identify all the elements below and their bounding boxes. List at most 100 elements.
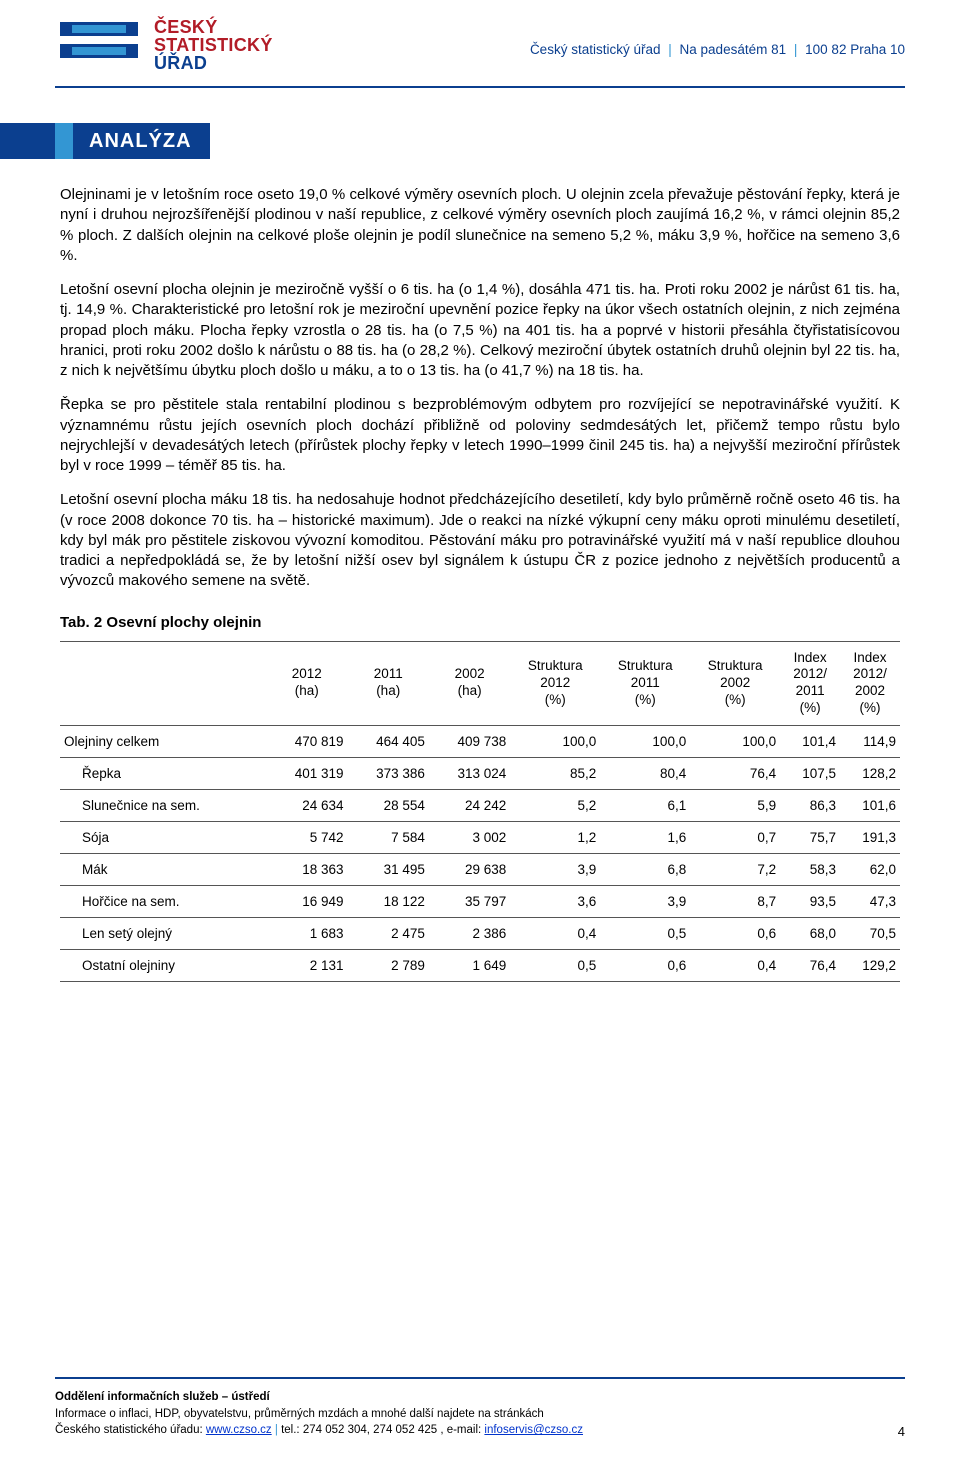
- cell-value: 47,3: [840, 886, 900, 918]
- cell-value: 464 405: [348, 726, 429, 758]
- cell-value: 1,2: [510, 822, 600, 854]
- col-header: 2012(ha): [266, 641, 347, 726]
- cell-value: 80,4: [600, 758, 690, 790]
- data-table: 2012(ha) 2011(ha) 2002(ha) Struktura2012…: [60, 641, 900, 983]
- footer-email-link[interactable]: infoservis@czso.cz: [484, 1424, 583, 1436]
- cell-value: 85,2: [510, 758, 600, 790]
- cell-value: 3,9: [510, 854, 600, 886]
- cell-value: 18 122: [348, 886, 429, 918]
- cell-value: 0,4: [510, 918, 600, 950]
- title-banner: ANALÝZA: [0, 123, 960, 159]
- cell-value: 1,6: [600, 822, 690, 854]
- row-label: Ostatní olejniny: [60, 950, 266, 982]
- footer-tel: 274 052 304, 274 052 425: [303, 1424, 437, 1436]
- row-label: Řepka: [60, 758, 266, 790]
- table-title: Tab. 2 Osevní plochy olejnin: [60, 614, 900, 631]
- separator-icon: |: [664, 42, 676, 57]
- org-name: Český statistický úřad: [530, 42, 661, 57]
- cell-value: 6,8: [600, 854, 690, 886]
- logo-line1: ČESKÝ: [154, 18, 273, 36]
- cell-value: 107,5: [780, 758, 840, 790]
- table-row: Slunečnice na sem.24 63428 55424 2425,26…: [60, 790, 900, 822]
- cell-value: 2 131: [266, 950, 347, 982]
- cell-value: 31 495: [348, 854, 429, 886]
- table-row: Sója5 7427 5843 0021,21,60,775,7191,3: [60, 822, 900, 854]
- paragraph: Letošní osevní plocha olejnin je meziroč…: [60, 280, 900, 381]
- cell-value: 2 475: [348, 918, 429, 950]
- cell-value: 191,3: [840, 822, 900, 854]
- row-label: Sója: [60, 822, 266, 854]
- cell-value: 0,5: [600, 918, 690, 950]
- cell-value: 373 386: [348, 758, 429, 790]
- addr-street: Na padesátém 81: [680, 42, 787, 57]
- col-header: 2002(ha): [429, 641, 510, 726]
- col-header: Struktura2012(%): [510, 641, 600, 726]
- cell-value: 0,6: [690, 918, 780, 950]
- footer-text: Oddělení informačních služeb – ústředí I…: [55, 1389, 905, 1439]
- cell-value: 86,3: [780, 790, 840, 822]
- table-row: Řepka401 319373 386313 02485,280,476,410…: [60, 758, 900, 790]
- col-header: 2011(ha): [348, 641, 429, 726]
- title-bar-cyan: [55, 123, 73, 159]
- col-header: Struktura2011(%): [600, 641, 690, 726]
- logo-line3: ÚŘAD: [154, 54, 273, 72]
- cell-value: 101,4: [780, 726, 840, 758]
- row-label: Len setý olejný: [60, 918, 266, 950]
- col-empty: [60, 641, 266, 726]
- main-content: Olejninami je v letošním roce oseto 19,0…: [0, 159, 960, 982]
- table-body: Olejniny celkem470 819464 405409 738100,…: [60, 726, 900, 982]
- paragraph: Řepka se pro pěstitele stala rentabilní …: [60, 395, 900, 476]
- cell-value: 3,6: [510, 886, 600, 918]
- footer-tel-label: tel.:: [281, 1424, 303, 1436]
- cell-value: 75,7: [780, 822, 840, 854]
- cell-value: 28 554: [348, 790, 429, 822]
- col-header: Index2012/2002(%): [840, 641, 900, 726]
- paragraph: Letošní osevní plocha máku 18 tis. ha ne…: [60, 490, 900, 591]
- page-title: ANALÝZA: [73, 123, 210, 159]
- cell-value: 24 242: [429, 790, 510, 822]
- header-rule: [55, 86, 905, 88]
- cell-value: 101,6: [840, 790, 900, 822]
- cell-value: 128,2: [840, 758, 900, 790]
- cell-value: 35 797: [429, 886, 510, 918]
- logo-bars-icon: [60, 18, 144, 74]
- cell-value: 68,0: [780, 918, 840, 950]
- cell-value: 0,4: [690, 950, 780, 982]
- cell-value: 114,9: [840, 726, 900, 758]
- cell-value: 401 319: [266, 758, 347, 790]
- cell-value: 16 949: [266, 886, 347, 918]
- cell-value: 5 742: [266, 822, 347, 854]
- cell-value: 100,0: [600, 726, 690, 758]
- table-header: 2012(ha) 2011(ha) 2002(ha) Struktura2012…: [60, 641, 900, 726]
- footer-info-line2: Českého statistického úřadu:: [55, 1424, 206, 1436]
- row-label: Mák: [60, 854, 266, 886]
- cell-value: 313 024: [429, 758, 510, 790]
- footer-url-link[interactable]: www.czso.cz: [206, 1424, 272, 1436]
- row-label: Olejniny celkem: [60, 726, 266, 758]
- separator-icon: |: [790, 42, 802, 57]
- footer-rule: [55, 1377, 905, 1379]
- cell-value: 18 363: [266, 854, 347, 886]
- paragraph: Olejninami je v letošním roce oseto 19,0…: [60, 185, 900, 266]
- header-address: Český statistický úřad | Na padesátém 81…: [530, 42, 905, 57]
- addr-city: 100 82 Praha 10: [805, 42, 905, 57]
- footer-dept: Oddělení informačních služeb – ústředí: [55, 1391, 270, 1403]
- cell-value: 70,5: [840, 918, 900, 950]
- row-label: Slunečnice na sem.: [60, 790, 266, 822]
- cell-value: 3,9: [600, 886, 690, 918]
- cell-value: 8,7: [690, 886, 780, 918]
- cell-value: 76,4: [780, 950, 840, 982]
- cell-value: 0,6: [600, 950, 690, 982]
- cell-value: 100,0: [510, 726, 600, 758]
- cell-value: 129,2: [840, 950, 900, 982]
- page-header: ČESKÝ STATISTICKÝ ÚŘAD Český statistický…: [0, 0, 960, 95]
- cell-value: 1 649: [429, 950, 510, 982]
- cell-value: 100,0: [690, 726, 780, 758]
- cell-value: 2 386: [429, 918, 510, 950]
- cell-value: 24 634: [266, 790, 347, 822]
- title-bar-navy: [0, 123, 55, 159]
- cell-value: 29 638: [429, 854, 510, 886]
- page-number: 4: [898, 1424, 905, 1439]
- cell-value: 409 738: [429, 726, 510, 758]
- table-row: Ostatní olejniny2 1312 7891 6490,50,60,4…: [60, 950, 900, 982]
